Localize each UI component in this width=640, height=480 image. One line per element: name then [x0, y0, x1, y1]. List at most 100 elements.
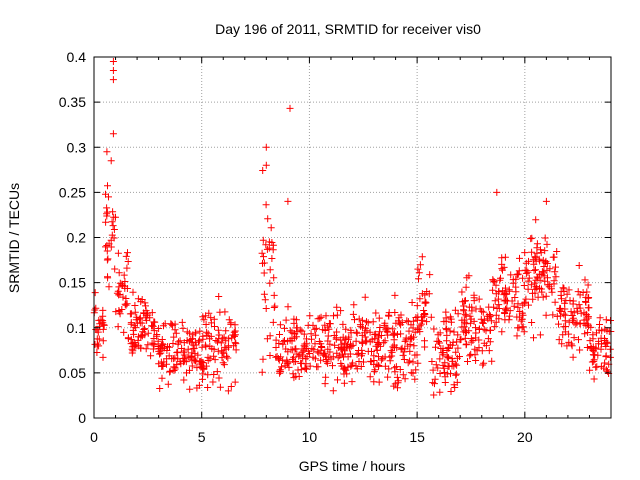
- y-axis-title: SRMTID / TECUs: [6, 183, 22, 293]
- data-point: [421, 311, 429, 318]
- data-point: [193, 384, 201, 392]
- data-point: [218, 354, 226, 362]
- data-point: [457, 336, 465, 343]
- data-point: [461, 297, 469, 305]
- data-point: [561, 328, 569, 336]
- data-point: [339, 333, 347, 341]
- data-point: [260, 269, 268, 277]
- data-point: [575, 336, 582, 344]
- data-point: [222, 337, 230, 345]
- data-point: [171, 365, 179, 373]
- data-point: [603, 327, 611, 335]
- data-point: [492, 281, 500, 289]
- outlier-point: [286, 104, 294, 112]
- data-point: [93, 342, 101, 350]
- data-point: [372, 309, 380, 317]
- data-point: [204, 330, 212, 338]
- data-point: [432, 361, 440, 369]
- data-point: [349, 310, 357, 318]
- data-point: [369, 318, 377, 326]
- data-point: [99, 312, 107, 320]
- data-point: [231, 321, 239, 329]
- data-point: [150, 327, 158, 335]
- data-point: [581, 276, 589, 284]
- data-point: [550, 277, 558, 285]
- data-point: [525, 257, 532, 265]
- data-point: [541, 234, 549, 242]
- data-point: [142, 345, 150, 353]
- data-point: [573, 319, 581, 327]
- data-point: [122, 252, 130, 260]
- data-point: [127, 320, 135, 328]
- data-point: [299, 351, 306, 359]
- data-point: [186, 385, 194, 393]
- data-point: [108, 231, 116, 239]
- data-point: [440, 318, 448, 326]
- data-point: [477, 315, 485, 323]
- data-point: [478, 307, 486, 315]
- data-point: [207, 319, 215, 327]
- data-point: [163, 360, 170, 368]
- data-point: [514, 270, 522, 278]
- data-point: [556, 312, 564, 320]
- data-point: [553, 248, 561, 255]
- data-point: [389, 343, 397, 351]
- data-point: [215, 293, 223, 300]
- data-point: [370, 368, 378, 376]
- data-point: [230, 331, 238, 339]
- data-point: [518, 323, 526, 331]
- data-point: [456, 353, 463, 360]
- data-point: [115, 269, 123, 277]
- data-point: [297, 366, 305, 374]
- data-point: [450, 381, 458, 389]
- data-point: [415, 269, 423, 277]
- data-point: [192, 357, 200, 365]
- data-point: [324, 359, 332, 367]
- data-point: [314, 348, 322, 356]
- data-point: [95, 316, 103, 324]
- data-point: [262, 241, 270, 249]
- data-point: [214, 326, 222, 334]
- data-point: [295, 373, 303, 380]
- data-point: [537, 249, 545, 257]
- data-point: [191, 329, 199, 337]
- data-point: [467, 315, 475, 323]
- data-point: [136, 319, 144, 327]
- data-point: [499, 266, 506, 274]
- data-point: [213, 368, 221, 376]
- data-point: [99, 337, 107, 345]
- data-point: [416, 295, 424, 303]
- data-point: [179, 324, 187, 332]
- data-point: [174, 355, 182, 363]
- data-point: [587, 345, 595, 353]
- data-point: [103, 256, 111, 264]
- data-point: [284, 303, 292, 311]
- data-point: [489, 276, 497, 284]
- data-point: [191, 338, 199, 346]
- data-point: [505, 286, 513, 294]
- data-point: [99, 319, 107, 327]
- data-point: [259, 167, 267, 174]
- data-point: [338, 340, 346, 348]
- data-point: [121, 300, 129, 308]
- data-point: [337, 307, 345, 315]
- data-point: [311, 325, 319, 333]
- data-point: [160, 322, 167, 330]
- data-point: [417, 320, 425, 328]
- data-point: [541, 277, 549, 285]
- data-point: [497, 274, 504, 282]
- data-point: [155, 325, 163, 332]
- data-point: [199, 335, 207, 343]
- data-point: [174, 348, 182, 356]
- data-point: [519, 274, 527, 282]
- data-point: [486, 338, 494, 346]
- outlier-point: [107, 157, 115, 165]
- data-point: [399, 351, 407, 359]
- data-point: [114, 249, 122, 257]
- data-point: [322, 312, 330, 320]
- data-point: [329, 353, 337, 361]
- data-point: [584, 320, 592, 328]
- data-point: [364, 319, 372, 327]
- data-point: [99, 353, 107, 361]
- data-point: [137, 298, 145, 306]
